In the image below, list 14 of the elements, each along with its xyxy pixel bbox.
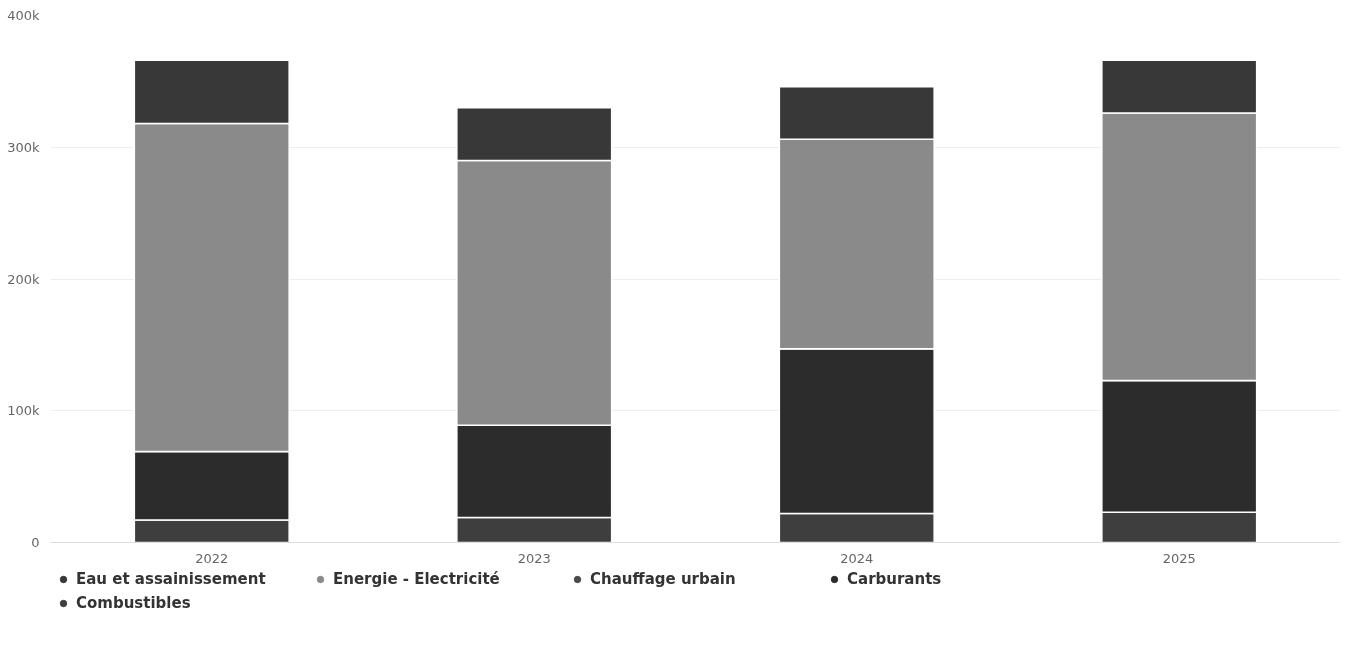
legend-label: Chauffage urbain bbox=[590, 570, 737, 588]
y-tick-label: 0 bbox=[31, 535, 40, 550]
x-tick-label: 2023 bbox=[517, 550, 551, 566]
y-tick-label: 400k bbox=[7, 8, 40, 23]
x-tick-label: 2024 bbox=[840, 550, 874, 566]
y-tick-label: 100k bbox=[7, 403, 40, 419]
x-tick-label: 2025 bbox=[1162, 550, 1196, 566]
legend-label: Eau et assainissement bbox=[76, 570, 267, 588]
legend-label: Carburants bbox=[847, 570, 943, 588]
x-tick-label: 2022 bbox=[195, 550, 229, 566]
legend-label: Energie - Electricité bbox=[333, 570, 501, 588]
legend-label: Combustibles bbox=[76, 594, 192, 612]
y-tick-label: 200k bbox=[7, 271, 40, 287]
y-tick-label: 300k bbox=[7, 139, 40, 155]
